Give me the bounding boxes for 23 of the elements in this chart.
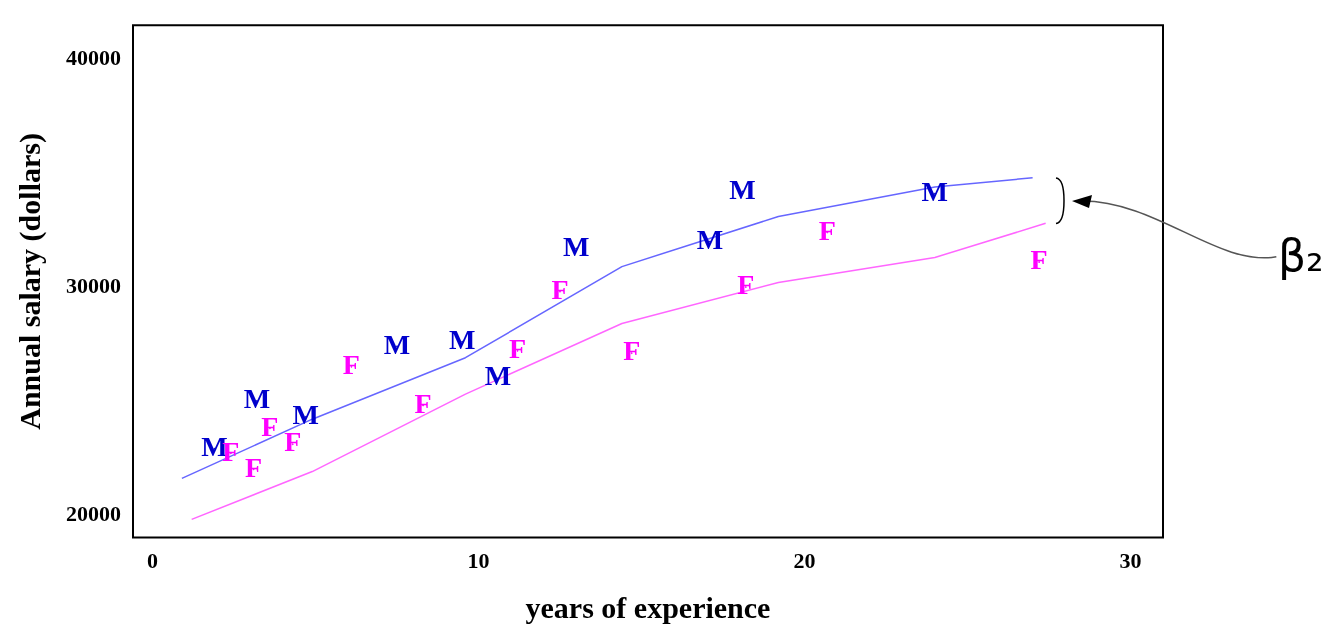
- x-axis-title: years of experience: [525, 590, 771, 624]
- text: F: [509, 333, 527, 365]
- y-axis-title: Annual salary (dollars): [12, 133, 47, 430]
- text: M: [563, 230, 590, 262]
- text: M: [729, 173, 756, 205]
- text: M: [448, 323, 476, 355]
- text: F: [1030, 244, 1048, 276]
- text: F: [342, 349, 360, 381]
- text: F: [245, 451, 263, 483]
- x-tick-label: 20: [793, 548, 816, 574]
- y-tick-label: 30000: [66, 272, 121, 298]
- text: M: [383, 328, 411, 360]
- x-tick-label: 30: [1119, 548, 1142, 574]
- y-tick-label: 20000: [66, 500, 121, 526]
- x-tick-label: 0: [147, 548, 159, 574]
- text: β₂: [1278, 229, 1324, 284]
- x-tick-label: 10: [467, 548, 490, 574]
- text: M: [484, 360, 512, 392]
- y-tick-label: 40000: [66, 45, 121, 71]
- text: F: [623, 335, 641, 367]
- text: F: [818, 214, 836, 246]
- text: F: [551, 273, 569, 305]
- text: F: [414, 387, 432, 419]
